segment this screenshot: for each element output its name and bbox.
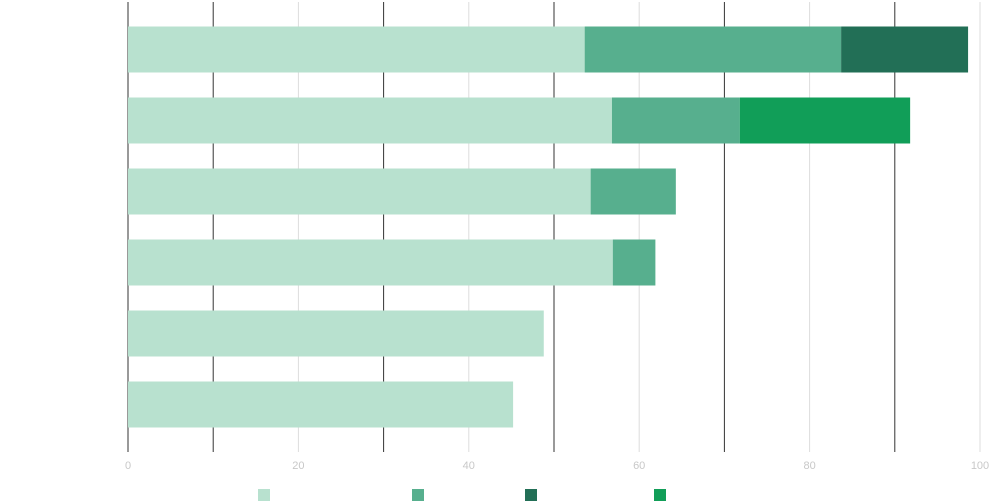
- x-tick-label: 100: [971, 460, 989, 472]
- bar-segment: [590, 168, 676, 215]
- bar-segment: [128, 26, 585, 73]
- legend-swatch: [258, 489, 270, 501]
- legend-swatch: [525, 489, 537, 501]
- bar-segment: [128, 310, 544, 357]
- legend-swatch: [654, 489, 666, 501]
- bar-segment: [128, 97, 612, 144]
- x-tick-label: 0: [125, 460, 131, 472]
- x-tick-label: 80: [803, 460, 815, 472]
- bar-segment: [612, 239, 656, 286]
- bar-segment: [739, 97, 911, 144]
- x-tick-label: 40: [463, 460, 475, 472]
- bar-segment: [611, 97, 740, 144]
- bar-segment: [128, 381, 514, 428]
- bar-segment: [584, 26, 842, 73]
- legend-swatch: [412, 489, 424, 501]
- bar-segment: [128, 168, 591, 215]
- bar-segment: [128, 239, 613, 286]
- x-tick-label: 20: [292, 460, 304, 472]
- x-tick-label: 60: [633, 460, 645, 472]
- bar-segment: [841, 26, 969, 73]
